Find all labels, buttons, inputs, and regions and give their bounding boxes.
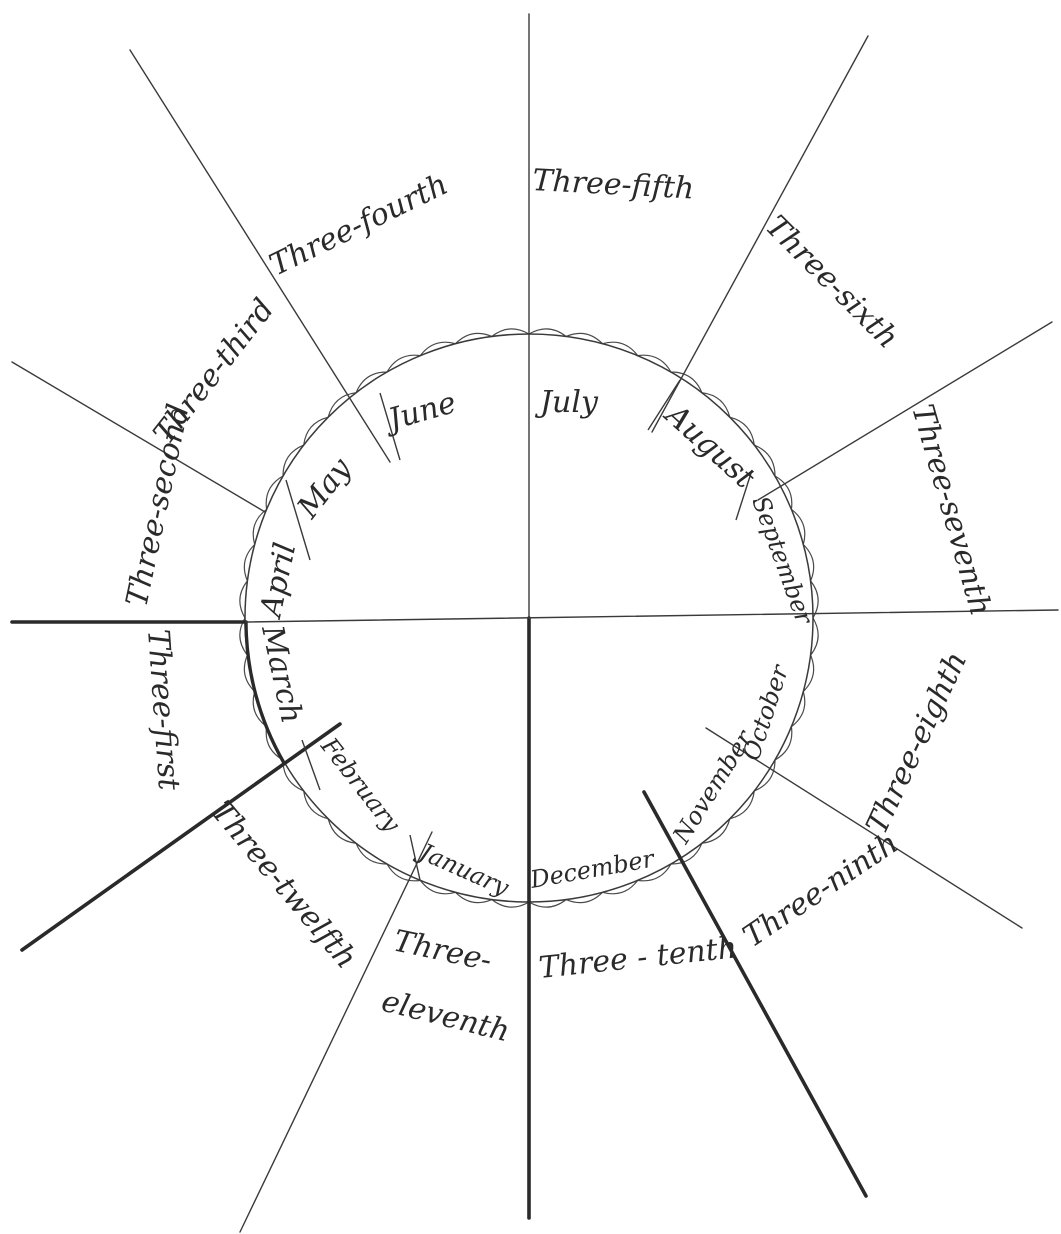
month-label-may: May: [290, 451, 359, 526]
sep-may-june: [379, 392, 401, 461]
month-label-april: April: [253, 540, 303, 623]
month-label-march: March: [254, 621, 309, 726]
ray-upper-left: [129, 49, 391, 463]
outer-label-three-fifth: Three-fifth: [532, 163, 695, 206]
ray-lower-left: [239, 831, 433, 1233]
ray-horizontal: [245, 609, 1059, 623]
ray-right-lower: [705, 727, 1023, 929]
outer-label-three-twelfth: Three-twelfth: [204, 795, 364, 976]
outer-label-three-first: Three-first: [140, 628, 186, 792]
month-label-july: July: [534, 385, 599, 420]
outer-label-three-eleventh-line1: Three-: [390, 924, 494, 979]
outer-label-three-sixth: Three-sixth: [758, 209, 905, 356]
ray-lower-right-bold: [642, 790, 868, 1198]
month-label-september: September: [746, 492, 819, 629]
ray-right-upper: [757, 321, 1053, 501]
outer-label-three-tenth: Three - tenth: [537, 930, 738, 986]
outer-label-three-ninth: Three-ninth: [737, 826, 905, 955]
sep-april-may: [285, 479, 311, 561]
month-label-january: January: [411, 836, 513, 902]
month-label-november: November: [667, 724, 759, 849]
ray-lower-left-bold: [20, 722, 342, 952]
sep-january-february: [409, 834, 421, 881]
month-label-february: February: [315, 732, 406, 838]
month-label-august: August: [656, 396, 762, 496]
outer-label-three-eleventh-line2: eleventh: [378, 984, 513, 1050]
month-separators: [285, 379, 753, 881]
march-bold-arc: [244, 621, 286, 764]
outer-label-three-third: Three-third: [147, 292, 282, 451]
rays: [10, 13, 1059, 1233]
month-label-december: December: [527, 844, 657, 894]
outer-label-three-fourth: Three-fourth: [264, 167, 453, 283]
outer-label-three-seventh: Three-seventh: [904, 401, 998, 620]
sep-august-september: [735, 469, 753, 521]
ray-left-upper: [11, 361, 266, 513]
sep-february-march: [301, 739, 321, 791]
ray-upper-right: [651, 35, 869, 433]
outer-label-three-eighth: Three-eighth: [860, 646, 975, 839]
sep-july-august: [647, 379, 681, 431]
